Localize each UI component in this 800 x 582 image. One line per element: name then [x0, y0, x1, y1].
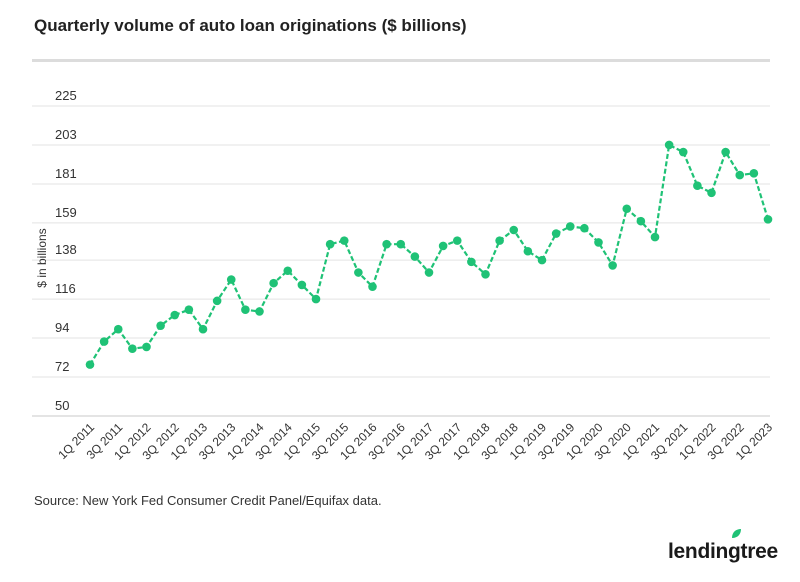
data-point — [113, 324, 123, 334]
data-point — [467, 257, 476, 267]
y-tick-label: 203 — [55, 127, 77, 142]
data-point — [693, 181, 702, 191]
data-point — [99, 337, 109, 346]
data-point — [495, 236, 504, 245]
y-tick-label: 116 — [55, 281, 76, 296]
data-point — [170, 310, 180, 320]
data-point — [707, 188, 716, 198]
data-point — [311, 294, 321, 304]
data-point — [184, 305, 194, 315]
data-point — [128, 344, 137, 353]
data-point — [226, 275, 236, 284]
data-point — [410, 252, 420, 261]
y-tick-label: 181 — [55, 166, 77, 181]
data-point — [565, 222, 575, 231]
data-point — [368, 282, 377, 291]
data-point — [142, 342, 151, 352]
chart-title: Quarterly volume of auto loan originatio… — [34, 16, 467, 35]
data-point — [255, 307, 264, 316]
data-point — [396, 239, 406, 249]
data-point — [283, 266, 293, 276]
data-point — [241, 305, 250, 315]
data-point — [438, 241, 448, 251]
data-point — [325, 239, 335, 249]
data-point — [452, 236, 462, 245]
data-point — [354, 268, 363, 277]
data-point — [650, 232, 660, 242]
data-point — [735, 170, 745, 180]
y-axis-label: $ in billions — [35, 228, 49, 287]
data-points — [85, 140, 773, 369]
y-tick-label: 50 — [55, 398, 69, 413]
leaf-icon — [732, 529, 741, 538]
data-point — [721, 147, 730, 157]
y-tick-label: 159 — [55, 205, 77, 220]
logo-text: lendingtree — [668, 540, 778, 563]
data-point — [424, 268, 434, 277]
data-point — [156, 321, 165, 330]
data-point — [537, 255, 547, 265]
y-tick-label: 72 — [55, 359, 69, 374]
data-point — [481, 269, 490, 279]
data-point — [580, 223, 589, 233]
data-point — [678, 147, 688, 157]
y-axis-ticks: 50 72 94 116 138 159 181 203 225 — [55, 88, 77, 413]
data-point — [594, 238, 603, 247]
y-tick-label: 138 — [55, 242, 77, 257]
data-point — [269, 278, 278, 288]
data-point — [198, 324, 208, 334]
data-point — [551, 229, 561, 238]
y-tick-label: 94 — [55, 320, 69, 335]
series-line — [89, 143, 770, 366]
data-point — [636, 216, 646, 226]
title-divider — [32, 59, 770, 62]
lendingtree-logo: lendingtree — [668, 529, 778, 564]
data-point — [85, 360, 95, 369]
data-point — [608, 261, 617, 270]
data-point — [664, 140, 674, 150]
gridlines — [32, 105, 770, 417]
data-point — [622, 204, 632, 214]
data-point — [382, 239, 391, 249]
source-note: Source: New York Fed Consumer Credit Pan… — [34, 493, 382, 508]
data-point — [749, 169, 759, 178]
data-point — [297, 280, 307, 290]
data-point — [509, 225, 519, 235]
data-point — [339, 236, 349, 245]
y-tick-label: 225 — [55, 88, 77, 103]
data-point — [212, 296, 222, 306]
data-point — [523, 246, 533, 256]
data-point — [763, 215, 773, 224]
